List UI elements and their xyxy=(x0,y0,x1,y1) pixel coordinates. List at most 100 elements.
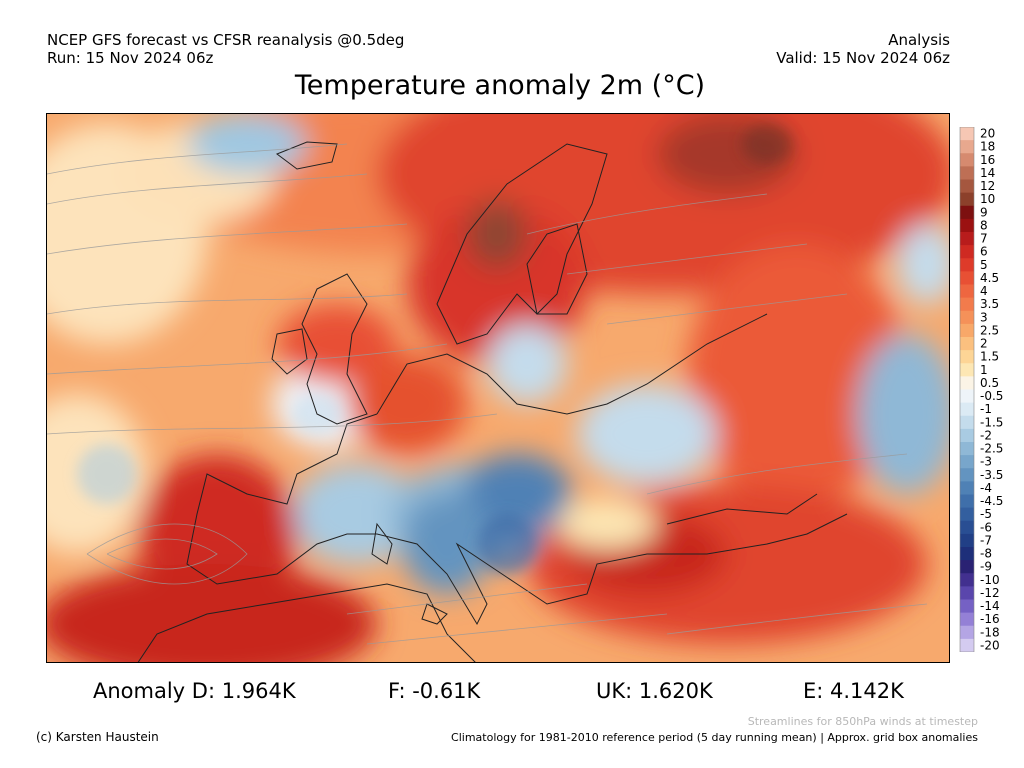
anomaly-e: E: 4.142K xyxy=(803,679,904,703)
legend-swatch xyxy=(960,415,974,430)
legend-label: -4.5 xyxy=(980,494,1003,508)
legend-label: -8 xyxy=(980,547,992,561)
anomaly-uk: UK: 1.620K xyxy=(596,679,713,703)
legend-swatch xyxy=(960,284,974,299)
legend-label: -2.5 xyxy=(980,442,1003,456)
legend-swatch xyxy=(960,638,974,653)
header-right: Analysis Valid: 15 Nov 2024 06z xyxy=(776,31,950,67)
streamlines xyxy=(47,143,928,645)
anomaly-detail xyxy=(77,124,792,574)
legend-label: 3.5 xyxy=(980,297,999,311)
legend-label: -3 xyxy=(980,455,992,469)
legend-swatch xyxy=(960,245,974,259)
legend-swatch xyxy=(960,376,974,390)
legend-label: 4 xyxy=(980,284,988,298)
legend-swatch xyxy=(960,494,974,509)
legend-swatch xyxy=(960,271,974,285)
legend-label: -0.5 xyxy=(980,389,1003,403)
legend-swatch xyxy=(960,560,974,574)
legend-label: 7 xyxy=(980,232,988,246)
legend-swatch xyxy=(960,507,974,522)
legend-label: -10 xyxy=(980,573,1000,587)
legend-label: 8 xyxy=(980,218,988,232)
legend-swatch xyxy=(960,389,974,404)
legend-label: -2 xyxy=(980,428,992,442)
legend-swatch xyxy=(960,468,974,482)
legend-label: 20 xyxy=(980,127,995,141)
legend-label: 5 xyxy=(980,258,988,272)
legend-label: -7 xyxy=(980,533,992,547)
legend-swatch xyxy=(960,153,974,167)
legend-label: -18 xyxy=(980,625,1000,639)
legend-swatch xyxy=(960,599,974,614)
legend-label: 2.5 xyxy=(980,323,999,337)
legend-swatch xyxy=(960,625,974,640)
climatology-note: Climatology for 1981-2010 reference peri… xyxy=(451,731,978,744)
legend-swatch xyxy=(960,323,974,338)
legend-label: 1.5 xyxy=(980,350,999,364)
header-left: NCEP GFS forecast vs CFSR reanalysis @0.… xyxy=(47,31,404,67)
legend-label: 2 xyxy=(980,337,988,351)
legend-swatch xyxy=(960,520,974,535)
legend-label: 18 xyxy=(980,140,995,154)
valid-time: Valid: 15 Nov 2024 06z xyxy=(776,49,950,67)
legend-swatch xyxy=(960,363,974,377)
legend-swatch xyxy=(960,310,974,325)
legend-label: -12 xyxy=(980,586,1000,600)
legend-label: 1 xyxy=(980,363,988,377)
legend-swatch xyxy=(960,232,974,246)
analysis-label: Analysis xyxy=(888,31,950,49)
legend-label: -9 xyxy=(980,560,992,574)
map-title: Temperature anomaly 2m (°C) xyxy=(294,70,706,101)
legend-swatch xyxy=(960,455,974,469)
legend-label: -6 xyxy=(980,520,992,534)
legend-swatch xyxy=(960,297,974,312)
legend-label: -1.5 xyxy=(980,415,1003,429)
legend-label: 12 xyxy=(980,179,995,193)
anomaly-map xyxy=(46,113,950,663)
legend-label: 0.5 xyxy=(980,376,999,390)
model-description: NCEP GFS forecast vs CFSR reanalysis @0.… xyxy=(47,31,405,49)
anomaly-f: F: -0.61K xyxy=(388,679,481,703)
legend-label: 3 xyxy=(980,310,988,324)
legend-swatch xyxy=(960,350,974,364)
run-time: Run: 15 Nov 2024 06z xyxy=(47,49,214,67)
anomaly-map-graphic xyxy=(47,114,949,662)
legend-label: -14 xyxy=(980,599,1000,613)
legend-label: -5 xyxy=(980,507,992,521)
legend-swatch xyxy=(960,218,974,233)
legend-swatch xyxy=(960,612,974,627)
legend-swatch xyxy=(960,428,974,443)
legend-label: 10 xyxy=(980,192,995,206)
legend-swatch xyxy=(960,586,974,600)
legend-label: 9 xyxy=(980,205,988,219)
legend-label: -20 xyxy=(980,638,1000,652)
legend-label: -16 xyxy=(980,612,1000,626)
color-legend: 20 18 16 14 12 10 9 8 7 6 5 4.5 4 3.5 3 2.5 2 1.5 1 0.5 -0.5… xyxy=(958,127,1024,653)
legend-label: 4.5 xyxy=(980,271,999,285)
legend-swatch xyxy=(960,166,974,180)
legend-label: -3.5 xyxy=(980,468,1003,482)
legend-swatch xyxy=(960,258,974,272)
legend-graphic: 201816141210987654.543.532.521.510.5-0.5… xyxy=(959,127,1003,653)
legend-label: 16 xyxy=(980,153,995,167)
credit: (c) Karsten Haustein xyxy=(36,730,159,744)
legend-label: 14 xyxy=(980,166,995,180)
legend-swatch xyxy=(960,140,974,154)
legend-swatch xyxy=(960,337,974,351)
anomaly-total: Anomaly D: 1.964K xyxy=(93,679,296,703)
legend-swatch xyxy=(960,402,974,417)
legend-swatch xyxy=(960,481,974,495)
legend-label: 6 xyxy=(980,245,988,259)
legend-label: -4 xyxy=(980,481,992,495)
coastlines xyxy=(137,141,848,662)
legend-swatch xyxy=(960,442,974,456)
legend-swatch xyxy=(960,533,974,548)
legend-swatch xyxy=(960,192,974,207)
legend-swatch xyxy=(960,573,974,587)
legend-swatch xyxy=(960,547,974,561)
legend-swatch xyxy=(960,205,974,220)
legend-label: -1 xyxy=(980,402,992,416)
legend-swatch xyxy=(960,179,974,194)
legend-swatch xyxy=(960,127,974,141)
